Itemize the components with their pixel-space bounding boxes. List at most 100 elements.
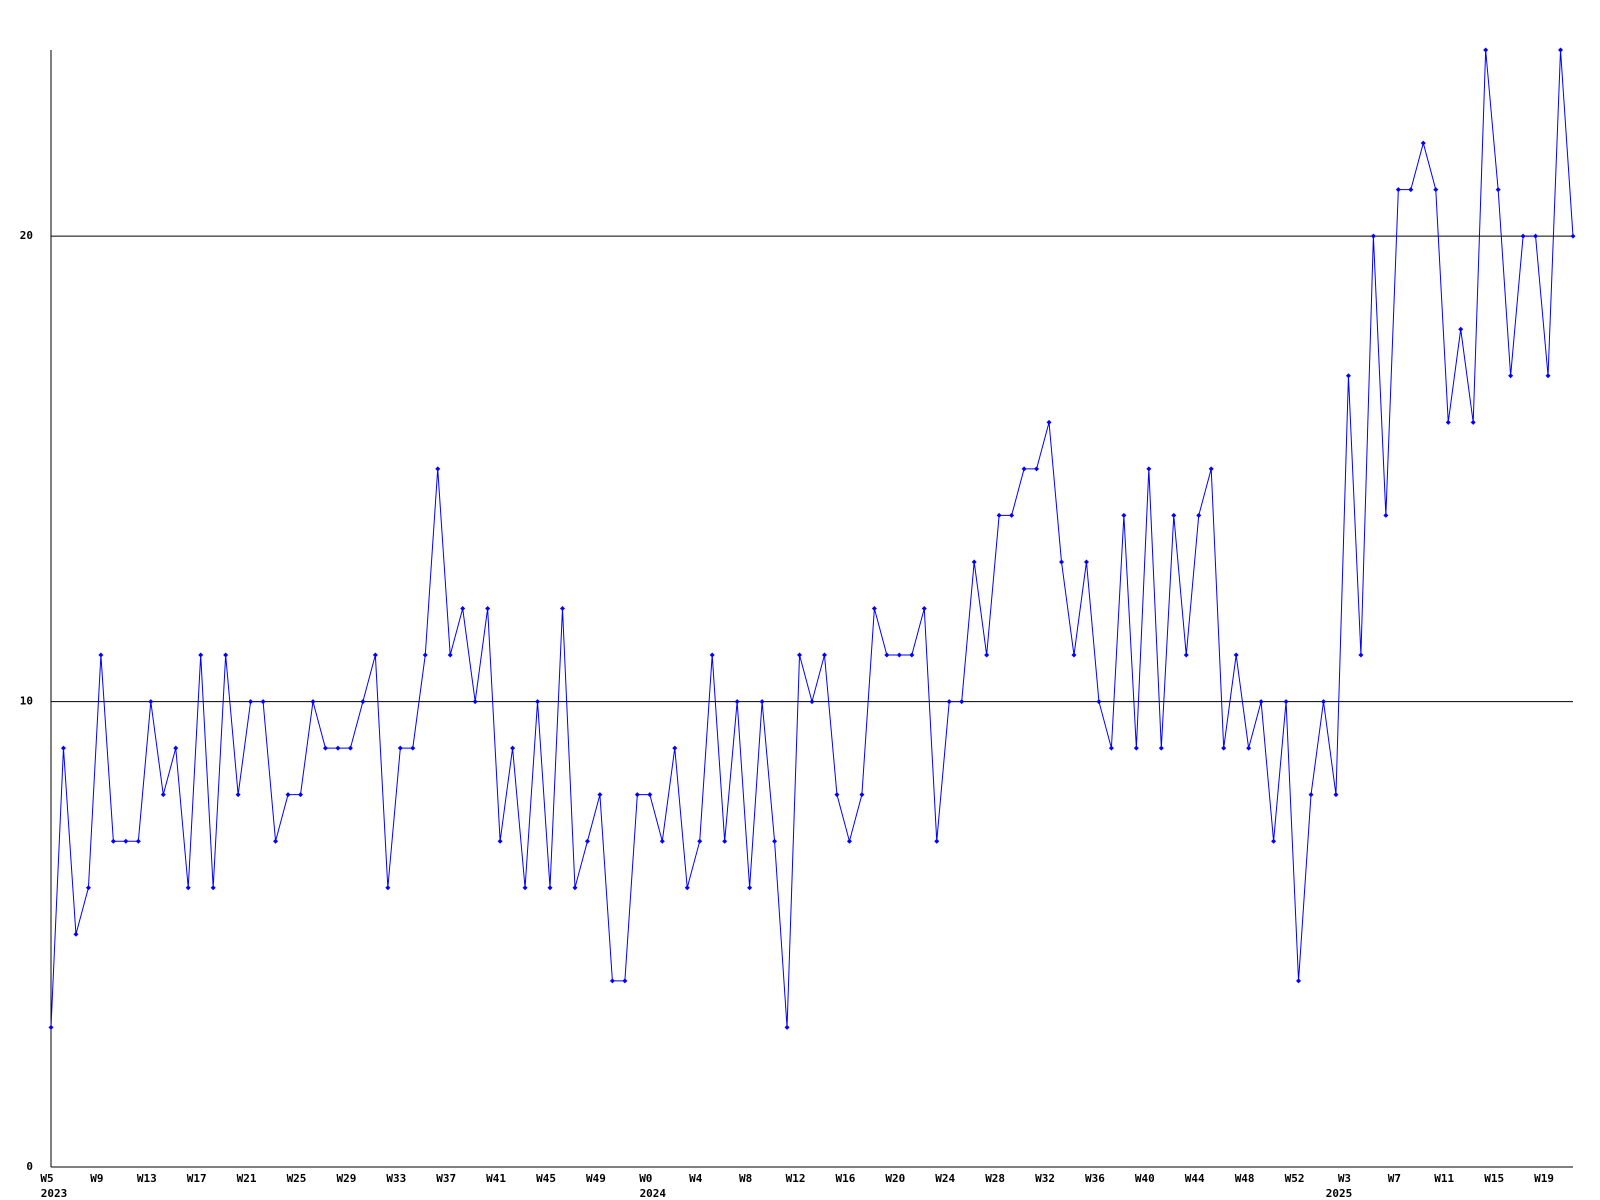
data-point — [1395, 187, 1401, 193]
x-tick-label: W36 — [1085, 1172, 1105, 1185]
data-point — [846, 838, 852, 844]
data-point — [98, 652, 104, 658]
x-tick-label: W7 — [1388, 1172, 1401, 1185]
data-point — [1370, 233, 1376, 239]
data-point — [397, 745, 403, 751]
data-point — [1083, 559, 1089, 565]
x-tick-label: W45 — [536, 1172, 556, 1185]
data-point — [410, 745, 416, 751]
data-point — [510, 745, 516, 751]
data-point — [634, 792, 640, 798]
data-point — [722, 838, 728, 844]
x-tick-label: W8 — [739, 1172, 752, 1185]
data-point — [1570, 233, 1576, 239]
x-tick-label: W24 — [935, 1172, 955, 1185]
data-point — [1558, 47, 1564, 53]
data-point — [672, 745, 678, 751]
data-point — [60, 745, 66, 751]
data-point — [1470, 419, 1476, 425]
data-point — [946, 699, 952, 705]
data-point — [647, 792, 653, 798]
data-point — [984, 652, 990, 658]
x-tick-label: W49 — [586, 1172, 606, 1185]
data-point — [385, 885, 391, 891]
data-point — [1071, 652, 1077, 658]
data-point — [734, 699, 740, 705]
x-tick-label: W40 — [1135, 1172, 1155, 1185]
data-point — [959, 699, 965, 705]
data-point — [1420, 140, 1426, 146]
data-point — [1146, 466, 1152, 472]
y-tick-label: 20 — [20, 229, 33, 242]
data-point — [1046, 419, 1052, 425]
data-point — [1358, 652, 1364, 658]
data-point — [559, 606, 565, 611]
data-point — [198, 652, 204, 658]
x-year-label: 2025 — [1326, 1187, 1353, 1200]
x-tick-label: W52 — [1285, 1172, 1305, 1185]
data-point — [934, 838, 940, 844]
data-point — [460, 606, 466, 611]
data-point — [1221, 745, 1227, 751]
data-point — [1308, 792, 1314, 798]
data-point — [896, 652, 902, 658]
data-point — [784, 1024, 790, 1030]
data-point — [684, 885, 690, 891]
data-point — [859, 792, 865, 798]
data-point — [547, 885, 553, 891]
data-point — [1545, 373, 1551, 379]
data-point — [123, 838, 129, 844]
data-point — [422, 652, 428, 658]
x-tick-label: W41 — [486, 1172, 506, 1185]
x-tick-label: W12 — [786, 1172, 806, 1185]
data-point — [85, 885, 91, 891]
data-point — [185, 885, 191, 891]
data-point — [659, 838, 665, 844]
data-point — [1495, 187, 1501, 193]
data-point — [747, 885, 753, 891]
data-point — [248, 699, 254, 705]
data-point — [223, 652, 229, 658]
data-point — [322, 745, 328, 751]
data-point — [160, 792, 166, 798]
data-point — [1246, 745, 1252, 751]
data-point — [1009, 512, 1015, 518]
data-point — [1433, 187, 1439, 193]
data-point — [1483, 47, 1489, 53]
x-tick-label: W15 — [1484, 1172, 1504, 1185]
data-point — [697, 838, 703, 844]
data-point — [522, 885, 528, 891]
data-point — [535, 699, 541, 705]
data-point — [310, 699, 316, 705]
data-point — [48, 1024, 54, 1030]
data-line — [50, 49, 1574, 1028]
x-tick-label: W32 — [1035, 1172, 1055, 1185]
x-tick-label: W48 — [1235, 1172, 1255, 1185]
data-point — [1183, 652, 1189, 658]
data-point — [921, 606, 927, 611]
data-point — [1296, 978, 1302, 984]
data-point — [1096, 699, 1102, 705]
x-tick-label: W44 — [1185, 1172, 1205, 1185]
data-point — [709, 652, 715, 658]
data-point — [1333, 792, 1339, 798]
data-point — [235, 792, 241, 798]
x-tick-label: W17 — [187, 1172, 207, 1185]
x-tick-label: W4 — [689, 1172, 703, 1185]
data-point — [1533, 233, 1539, 239]
data-point — [1345, 373, 1351, 379]
data-point — [1208, 466, 1214, 472]
data-point — [435, 466, 441, 472]
data-point — [360, 699, 366, 705]
data-point — [210, 885, 216, 891]
x-tick-label: W19 — [1534, 1172, 1554, 1185]
data-point — [1283, 699, 1289, 705]
data-point — [622, 978, 628, 984]
x-tick-label: W37 — [436, 1172, 456, 1185]
data-point — [834, 792, 840, 798]
data-point — [609, 978, 615, 984]
data-point — [1171, 512, 1177, 518]
data-point — [298, 792, 304, 798]
x-year-label: 2023 — [41, 1187, 68, 1200]
data-point — [1133, 745, 1139, 751]
